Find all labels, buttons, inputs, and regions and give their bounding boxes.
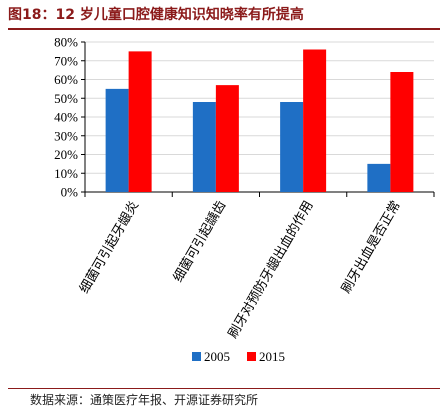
legend-label-2005: 2005 [204,349,230,364]
bar-2005-4 [367,163,391,192]
category-label: 刷牙对预防牙龈出血的作用 [225,198,316,341]
bar-2005-2 [192,102,216,192]
source-rule [8,388,440,389]
category-label: 细菌可引起牙龈炎 [76,198,141,296]
bar-chart: 0% 10% 20% 30% 40% 50% 60% 70% 80% 细菌可引起牙龈炎 细菌可引起… [54,35,435,364]
y-tick-label: 80% [54,35,78,50]
legend-swatch-2005 [192,352,201,361]
y-tick-label: 50% [54,91,78,106]
bars [105,49,414,192]
category-label: 刷牙出血是否正常 [338,198,403,296]
y-tick-label: 20% [54,147,78,162]
legend-swatch-2015 [247,352,256,361]
bar-2015-2 [215,85,239,192]
axes: 0% 10% 20% 30% 40% 50% 60% 70% 80% [54,35,435,200]
bar-2005-1 [105,88,129,192]
legend-label-2015: 2015 [259,349,285,364]
bar-2015-3 [303,49,327,192]
y-tick-label: 0% [61,185,79,200]
y-tick-label: 30% [54,128,78,143]
bar-2015-1 [128,51,152,192]
figure-title: 图18：12 岁儿童口腔健康知识知晓率有所提高 [8,7,304,23]
category-label: 细菌可引起龋齿 [170,198,228,284]
y-tick-label: 60% [54,72,78,87]
bar-2015-4 [390,72,414,192]
bar-2005-3 [280,102,304,192]
legend: 2005 2015 [192,349,285,364]
y-tick-label: 40% [54,110,78,125]
y-tick-label: 70% [54,53,78,68]
y-tick-label: 10% [54,166,78,181]
source-note: 数据来源：通策医疗年报、开源证券研究所 [30,393,259,407]
title-rule [8,28,440,30]
